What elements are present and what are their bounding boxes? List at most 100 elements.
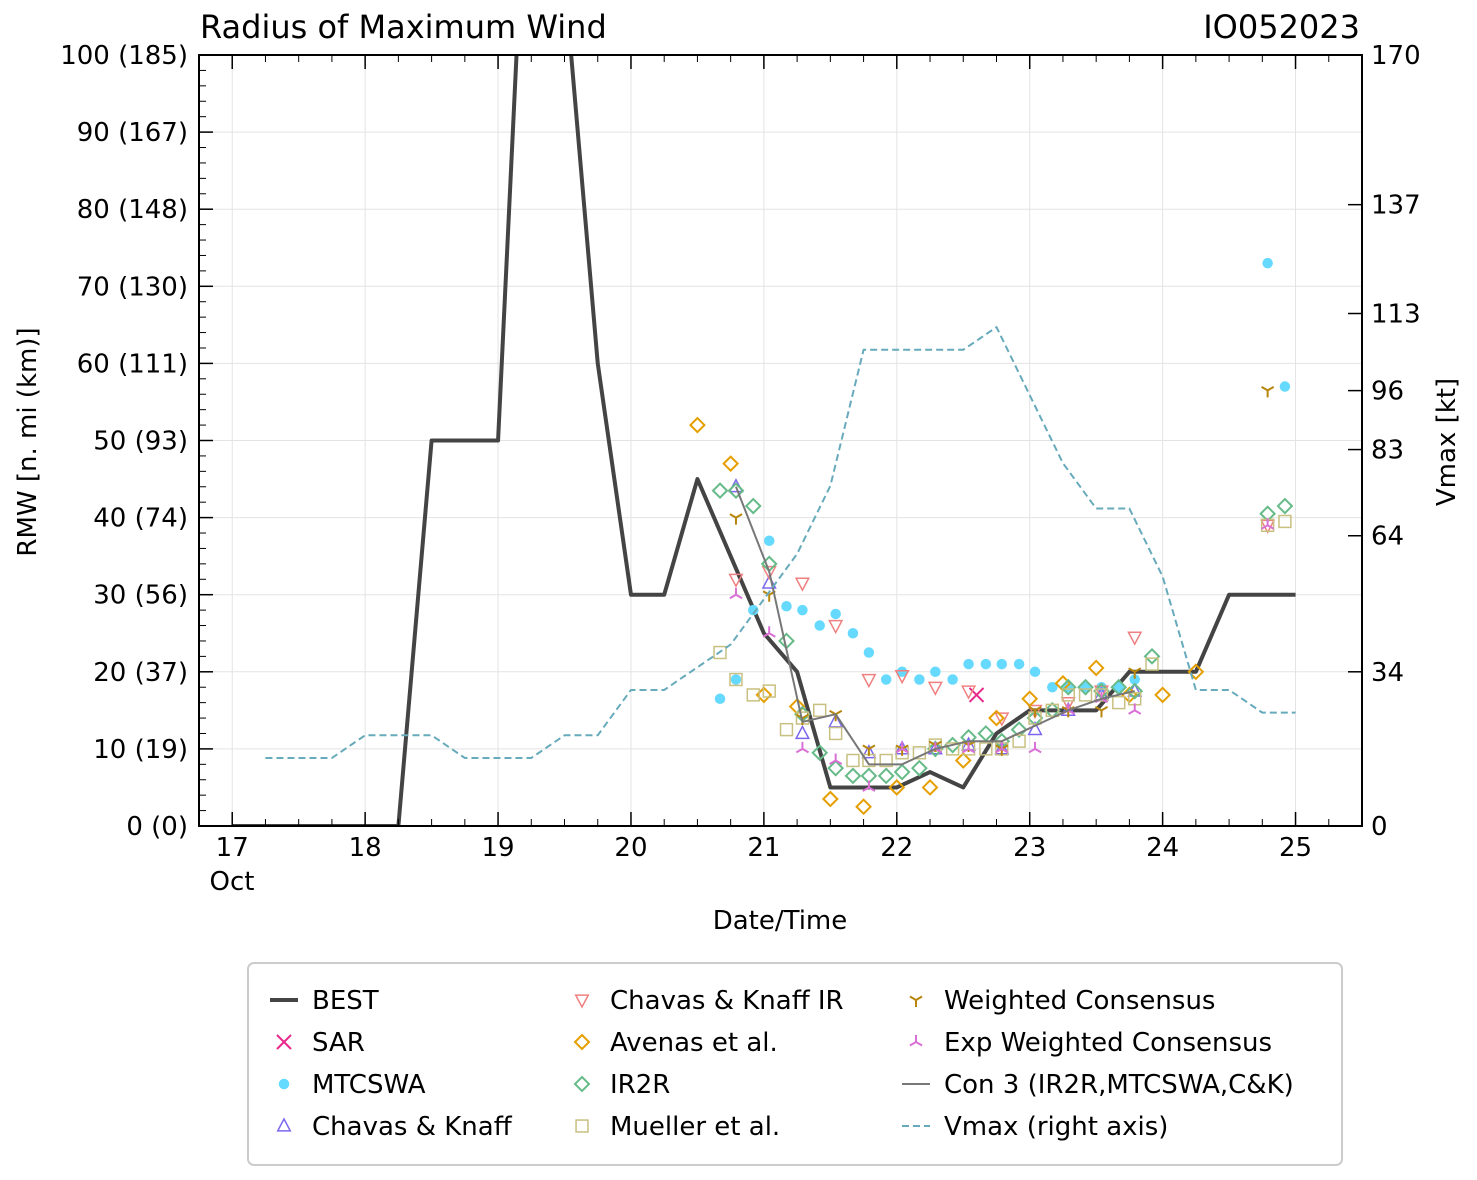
point-weighted-consensus [1261, 386, 1275, 398]
point-mueller-et-al [1078, 688, 1093, 702]
point-weighted-consensus [729, 513, 743, 525]
y-tick-label: 20 (37) [93, 658, 188, 688]
point-exp-weighted-consensus [1028, 741, 1042, 754]
legend-box [247, 962, 1343, 1166]
point-avenas-et-al [1187, 663, 1205, 681]
legend-label: Weighted Consensus [944, 986, 1215, 1016]
y-tick-label: 70 (130) [77, 272, 188, 302]
y-tick-label: 50 (93) [93, 427, 188, 457]
point-avenas-et-al [1154, 686, 1172, 704]
y2-tick-label: 170 [1371, 41, 1421, 71]
point-mtcswa [730, 674, 742, 685]
y-tick-label: 60 (111) [77, 349, 188, 379]
point-mtcswa [781, 601, 792, 612]
point-mtcswa [980, 658, 992, 670]
point-weighted-consensus [895, 744, 909, 756]
legend-label: Mueller et al. [610, 1112, 780, 1142]
legend-entry-mtcswa: MTCSWA [278, 1070, 426, 1100]
plot-area [232, 55, 1296, 826]
point-mtcswa [797, 604, 808, 616]
storm-id: IO052023 [1203, 8, 1360, 46]
legend-swatch [573, 1033, 591, 1051]
legend-label: Avenas et al. [610, 1028, 778, 1058]
point-mtcswa [714, 693, 726, 705]
point-ir2r [811, 744, 829, 762]
point-ir2r [1010, 721, 1028, 739]
point-mtcswa [748, 604, 759, 616]
legend-label: MTCSWA [312, 1070, 426, 1100]
legend-label: BEST [312, 986, 379, 1016]
point-weighted-consensus [1128, 667, 1142, 679]
point-mtcswa [1080, 681, 1091, 693]
point-chavas-knaff-ir [861, 673, 877, 689]
point-exp-weighted-consensus [829, 753, 843, 765]
legend-entry-con-3-ir2r-mtcswa-c-k: Con 3 (IR2R,MTCSWA,C&K) [902, 1070, 1294, 1100]
y-tick-label: 90 (167) [77, 118, 188, 148]
point-avenas-et-al [888, 779, 906, 796]
y-tick-label: 80 (148) [77, 195, 188, 225]
point-avenas-et-al [1087, 659, 1105, 677]
point-mueller-et-al [1045, 703, 1060, 718]
point-avenas-et-al [855, 798, 872, 816]
y-tick-label: 100 (185) [60, 41, 188, 71]
legend-label: Vmax (right axis) [944, 1112, 1168, 1142]
point-ir2r [1126, 682, 1144, 700]
point-mueller-et-al [1278, 514, 1292, 529]
point-mtcswa [996, 658, 1008, 670]
point-ir2r [1077, 678, 1094, 696]
point-exp-weighted-consensus [1128, 703, 1142, 715]
point-mtcswa [1129, 674, 1140, 685]
grid [199, 54, 1362, 827]
point-mtcswa [1113, 681, 1125, 693]
point-exp-weighted-consensus [862, 780, 876, 792]
legend-entry-chavas-knaff-ir: Chavas & Knaff IR [574, 986, 844, 1016]
point-mtcswa [1013, 658, 1025, 670]
point-chavas-knaff [861, 744, 877, 759]
point-exp-weighted-consensus [961, 741, 976, 754]
point-ir2r [910, 759, 928, 777]
point-mueller-et-al [1145, 657, 1159, 671]
x-tick-label: 23 [1013, 833, 1046, 863]
point-mueller-et-al [828, 726, 843, 741]
point-ir2r [893, 763, 911, 781]
point-exp-weighted-consensus [729, 587, 743, 600]
point-exp-weighted-consensus [895, 741, 909, 754]
legend-label: Chavas & Knaff [312, 1112, 513, 1142]
point-mueller-et-al [846, 753, 860, 768]
y2-axis-label: Vmax [kt] [1432, 378, 1462, 506]
legend-entry-weighted-consensus: Weighted Consensus [909, 986, 1215, 1016]
x-tick-label: 22 [880, 833, 913, 863]
y-tick-label: 0 (0) [126, 812, 188, 842]
point-mtcswa [814, 620, 825, 631]
x-tick-label: 21 [747, 833, 780, 863]
point-chavas-knaff [794, 724, 810, 740]
legend-entry-sar: SAR [276, 1028, 365, 1058]
x-tick-label: 17 [216, 833, 249, 863]
point-mtcswa [830, 608, 841, 620]
point-chavas-knaff-ir [794, 577, 810, 592]
chart-title: Radius of Maximum Wind [200, 8, 607, 46]
series-line-best [232, 55, 1296, 826]
y2-tick-label: 96 [1371, 377, 1404, 407]
point-chavas-knaff-ir [1093, 685, 1110, 700]
point-avenas-et-al [689, 416, 706, 434]
point-sar [968, 687, 985, 703]
point-mtcswa [1063, 681, 1074, 693]
point-weighted-consensus [995, 744, 1009, 756]
point-chavas-knaff-ir [761, 565, 777, 581]
legend-swatch [575, 1119, 589, 1133]
y-tick-label: 30 (56) [93, 581, 188, 611]
point-weighted-consensus [1028, 705, 1042, 718]
legend-entry-avenas-et-al: Avenas et al. [573, 1028, 778, 1058]
point-mueller-et-al [813, 703, 827, 718]
legend: BEST SAR MTCSWA Chavas & Knaff Chavas & Knaf… [247, 962, 1343, 1166]
legend-swatch [573, 1075, 591, 1093]
point-ir2r [1059, 678, 1077, 696]
legend-swatch [909, 1035, 923, 1047]
legend-entry-chavas-knaff: Chavas & Knaff [276, 1112, 513, 1142]
point-ir2r [877, 767, 895, 785]
point-exp-weighted-consensus [1261, 518, 1275, 530]
point-mtcswa [914, 674, 925, 685]
point-mtcswa [896, 666, 908, 678]
point-exp-weighted-consensus [795, 741, 810, 754]
